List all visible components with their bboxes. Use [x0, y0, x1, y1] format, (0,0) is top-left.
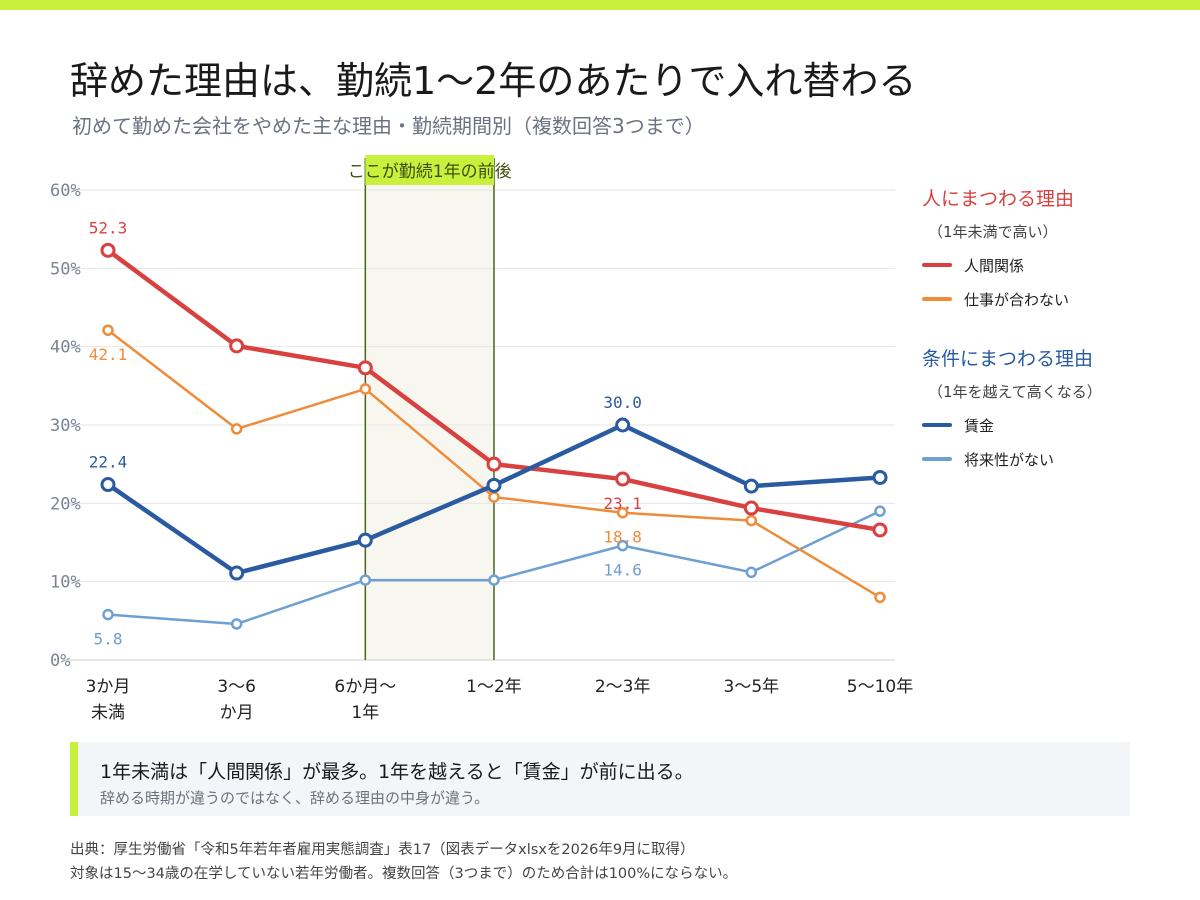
data-label: 23.1: [603, 494, 642, 513]
data-label: 22.4: [89, 453, 128, 472]
data-point: [616, 506, 629, 519]
data-point: [230, 423, 243, 435]
x-tick-label: 未満: [91, 703, 125, 723]
data-point: [745, 514, 758, 527]
data-point: [616, 539, 629, 552]
takeaway-sub-text: 辞める時期が違うのではなく、辞める理由の中身が違う。: [100, 789, 490, 807]
y-tick-label: 50%: [50, 259, 81, 279]
y-tick-label: 10%: [50, 573, 81, 593]
data-point: [229, 338, 245, 354]
data-point: [230, 618, 243, 630]
data-point: [100, 477, 116, 493]
highlight-band: [365, 158, 494, 660]
data-point: [359, 574, 372, 586]
legend-label: 人間関係: [964, 256, 1025, 275]
legend-item: 将来性がない: [922, 442, 1192, 476]
legend-item: 仕事が合わない: [922, 282, 1192, 316]
data-point: [745, 566, 758, 579]
x-tick-label: 1〜2年: [466, 677, 522, 697]
data-label: 30.0: [603, 393, 642, 412]
top-accent-bar: [0, 0, 1200, 10]
legend-group-person: 人にまつわる理由 （1年未満で高い） 人間関係 仕事が合わない: [922, 184, 1192, 316]
data-label: 42.1: [89, 345, 128, 364]
legend-group-subtitle: （1年未満で高い）: [928, 223, 1058, 241]
legend-swatch: [922, 423, 952, 427]
data-point: [357, 360, 373, 376]
highlight-label-bg: [365, 155, 494, 185]
x-tick-label: 3か月: [86, 677, 131, 697]
data-point: [874, 591, 886, 604]
source-line: 対象は15〜34歳の在学していない若年労働者。複数回答（3つまで）のため合計は1…: [70, 866, 738, 882]
data-point: [100, 242, 116, 258]
y-tick-label: 40%: [50, 338, 81, 358]
chart-subtitle: 初めて勤めた会社をやめた主な理由・勤続期間別（複数回答3つまで）: [72, 114, 705, 138]
source-note: 出典：厚生労働省「令和5年若年者雇用実態調査」表17（図表データxlsxを202…: [70, 838, 737, 886]
x-tick-label: 2〜3年: [595, 677, 651, 697]
legend-group-title: 人にまつわる理由: [922, 188, 1075, 210]
legend-label: 仕事が合わない: [964, 290, 1070, 309]
data-point: [486, 456, 502, 472]
source-line: 出典：厚生労働省「令和5年若年者雇用実態調査」表17（図表データxlsxを202…: [70, 842, 695, 858]
legend-swatch: [922, 297, 952, 301]
data-point: [615, 417, 631, 433]
data-point: [488, 574, 500, 586]
x-tick-label: 6か月〜: [334, 677, 396, 697]
data-point: [615, 471, 631, 487]
data-point: [102, 608, 114, 621]
legend-group-title: 条件にまつわる理由: [922, 348, 1094, 370]
legend-label: 将来性がない: [964, 450, 1055, 469]
legend-item: 人間関係: [922, 248, 1192, 282]
data-point: [229, 565, 245, 581]
data-point: [102, 324, 114, 336]
x-tick-label: か月: [220, 703, 254, 723]
takeaway-box: 1年未満は「人間関係」が最多。1年を越えると「賃金」が前に出る。 辞める時期が違…: [70, 742, 1130, 816]
legend-label: 賃金: [964, 416, 995, 435]
data-point: [357, 532, 373, 548]
data-label: 14.6: [603, 561, 642, 580]
data-label: 52.3: [89, 218, 128, 237]
data-point: [486, 477, 502, 493]
data-point: [488, 491, 500, 503]
takeaway-main-text: 1年未満は「人間関係」が最多。1年を越えると「賃金」が前に出る。: [100, 761, 694, 783]
x-tick-label: 3〜5年: [724, 677, 780, 697]
legend-group-subtitle: （1年を越えて高くなる）: [928, 383, 1102, 401]
y-tick-label: 60%: [50, 181, 81, 201]
y-tick-label: 30%: [50, 416, 81, 436]
x-tick-label: 5〜10年: [847, 677, 913, 697]
y-tick-label: 20%: [50, 494, 81, 514]
legend-swatch: [922, 263, 952, 267]
x-tick-label: 3〜6: [217, 677, 256, 697]
legend-group-condition: 条件にまつわる理由 （1年を越えて高くなる） 賃金 将来性がない: [922, 344, 1192, 476]
x-tick-label: 1年: [351, 703, 379, 723]
legend-item: 賃金: [922, 408, 1192, 442]
legend: 人にまつわる理由 （1年未満で高い） 人間関係 仕事が合わない 条件にまつわる理…: [922, 182, 1192, 476]
data-point: [874, 505, 886, 517]
data-point: [359, 383, 372, 395]
highlight-label: ここが勤続1年の前後: [348, 162, 512, 182]
takeaway-accent-bar: [70, 742, 78, 816]
y-tick-label: 0%: [50, 651, 70, 671]
chart-title: 辞めた理由は、勤続1〜2年のあたりで入れ替わる: [70, 59, 917, 103]
data-point: [872, 522, 888, 538]
data-point: [872, 469, 888, 485]
data-label: 5.8: [94, 630, 123, 649]
data-label: 18.8: [603, 528, 642, 547]
legend-swatch: [922, 457, 952, 461]
data-point: [743, 500, 759, 516]
data-point: [743, 478, 759, 494]
